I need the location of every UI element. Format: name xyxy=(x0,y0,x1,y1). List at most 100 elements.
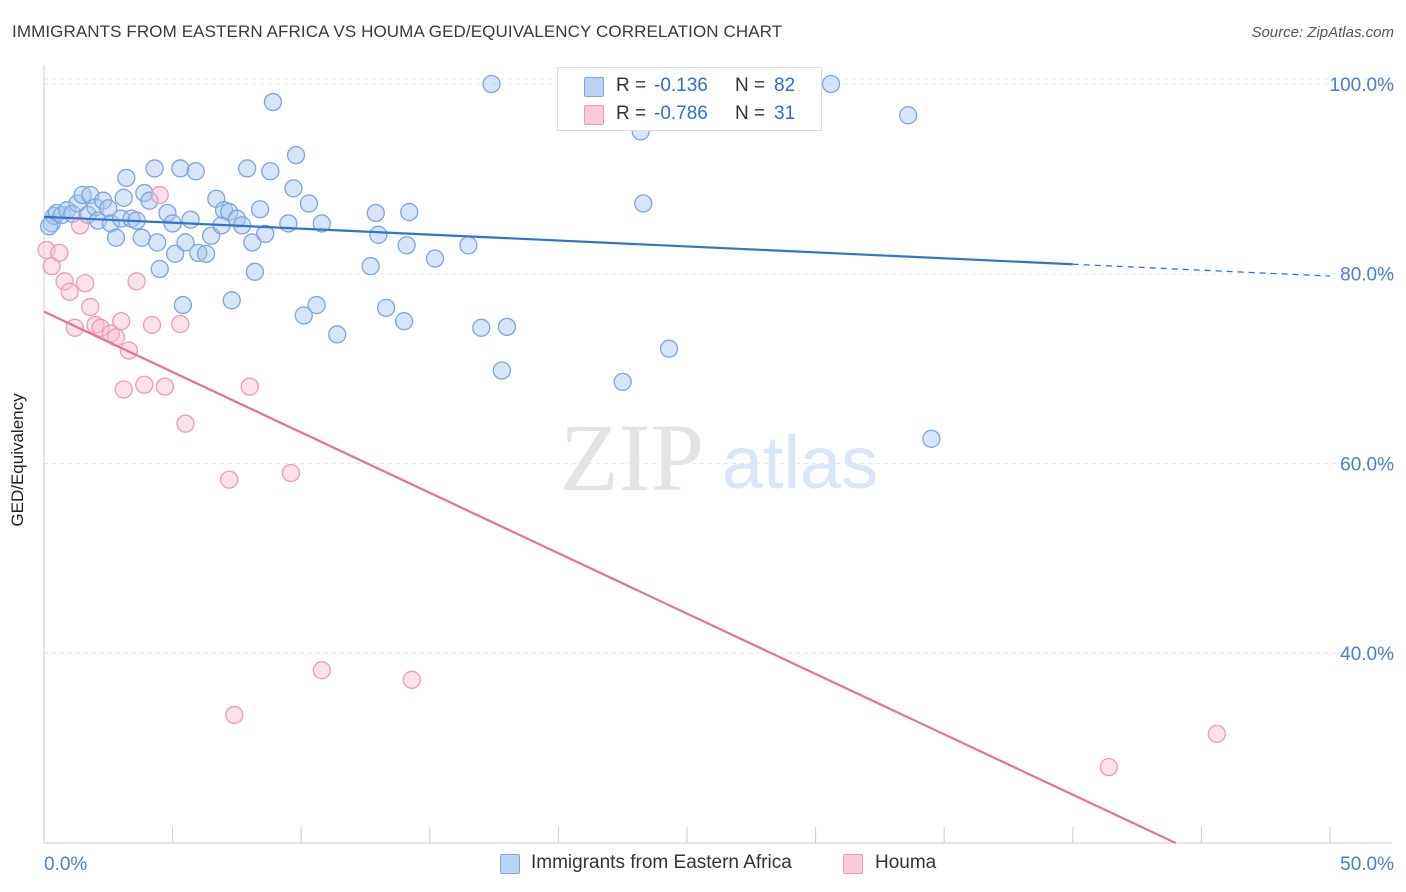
eastern-africa-point xyxy=(361,256,380,276)
legend-n-label: N = xyxy=(735,103,766,124)
houma-point xyxy=(86,315,105,335)
houma-point xyxy=(76,274,95,293)
eastern-africa-point xyxy=(613,372,632,392)
houma-point xyxy=(312,661,331,680)
y-tick-label: 60.0% xyxy=(1340,454,1394,475)
y-tick-label: 40.0% xyxy=(1340,644,1394,665)
stats-legend: R = -0.136 N = 82 R = -0.786 N = 31 xyxy=(557,67,822,131)
houma-point xyxy=(50,243,69,263)
eastern-africa-point xyxy=(299,194,319,213)
houma-point xyxy=(176,414,195,433)
eastern-africa-point xyxy=(492,361,511,380)
houma-point xyxy=(171,314,190,334)
bottom-legend-label: Houma xyxy=(875,852,937,873)
houma-point xyxy=(70,216,90,235)
houma-point xyxy=(155,377,175,396)
eastern-africa-point xyxy=(294,306,313,325)
eastern-africa-trend-line xyxy=(43,215,1073,266)
eastern-africa-point xyxy=(73,185,92,205)
y-tick-label: 100.0% xyxy=(1330,75,1395,96)
eastern-africa-point xyxy=(245,262,265,281)
trend-lines xyxy=(43,215,1331,844)
eastern-africa-point xyxy=(106,228,126,247)
eastern-africa-point xyxy=(328,325,347,344)
eastern-africa-point xyxy=(394,312,414,331)
eastern-africa-point xyxy=(261,162,280,181)
eastern-africa-point xyxy=(114,188,133,207)
bottom-legend-label: Immigrants from Eastern Africa xyxy=(531,852,792,873)
houma-trend-line xyxy=(43,310,1177,844)
eastern-africa-point xyxy=(369,225,388,244)
houma-point xyxy=(1099,757,1118,777)
eastern-africa-point xyxy=(150,259,169,279)
legend-r-value: -0.786 xyxy=(654,103,708,124)
eastern-africa-point xyxy=(39,217,59,236)
houma-point xyxy=(91,318,110,337)
eastern-africa-point xyxy=(659,339,679,358)
chart-title: IMMIGRANTS FROM EASTERN AFRICA VS HOUMA … xyxy=(12,22,783,41)
eastern-africa-point xyxy=(68,194,87,213)
eastern-africa-point xyxy=(821,74,841,94)
legend-n-value: 31 xyxy=(774,103,796,124)
eastern-africa-point xyxy=(366,203,385,223)
legend-r-label: R = xyxy=(616,75,647,96)
legend-swatch-pink xyxy=(584,105,604,125)
houma-point xyxy=(150,185,169,205)
watermark-atlas: atlas xyxy=(722,421,878,504)
houma-point xyxy=(135,375,154,394)
x-tick-label: 50.0% xyxy=(1340,854,1394,875)
eastern-africa-point xyxy=(634,194,653,213)
x-tick-label: 0.0% xyxy=(44,854,87,875)
x-axis xyxy=(43,65,1392,844)
eastern-africa-point xyxy=(181,210,200,229)
eastern-africa-point xyxy=(459,236,478,255)
eastern-africa-point xyxy=(922,429,941,448)
eastern-africa-point xyxy=(112,209,131,228)
eastern-africa-point xyxy=(899,106,918,125)
legend-swatch-blue xyxy=(584,77,604,97)
tick-labels: 40.0% 60.0% 80.0% 100.0% 0.0% 50.0% xyxy=(44,75,1394,875)
eastern-africa-point xyxy=(132,228,151,247)
eastern-africa-point xyxy=(140,191,159,210)
eastern-africa-point xyxy=(482,74,501,94)
eastern-africa-point xyxy=(286,145,306,165)
source-note: Source: ZipAtlas.com xyxy=(1251,24,1394,41)
houma-point xyxy=(114,380,133,399)
houma-point xyxy=(81,297,100,317)
eastern-africa-point xyxy=(176,233,195,252)
eastern-africa-point xyxy=(400,202,419,222)
houma-point xyxy=(240,377,259,396)
watermark-zip: ZIP xyxy=(560,404,704,511)
eastern-africa-point xyxy=(99,199,118,218)
eastern-africa-point xyxy=(497,317,517,337)
eastern-africa-point xyxy=(196,244,216,263)
legend-n-value: 82 xyxy=(774,75,796,96)
eastern-africa-point xyxy=(222,291,241,310)
houma-point xyxy=(281,463,301,483)
eastern-africa-point xyxy=(166,244,185,263)
eastern-africa-point xyxy=(376,298,396,318)
eastern-africa-point xyxy=(148,233,167,252)
eastern-africa-point xyxy=(186,162,205,181)
eastern-africa-point xyxy=(171,159,190,178)
bottom-legend-swatch-blue xyxy=(500,854,520,874)
eastern-africa-point xyxy=(238,159,257,178)
houma-point xyxy=(60,282,79,301)
houma-point xyxy=(225,705,244,725)
eastern-africa-point xyxy=(263,92,283,112)
houma-point xyxy=(1207,724,1226,744)
eastern-africa-point xyxy=(117,168,136,188)
bottom-legend-swatch-pink xyxy=(843,854,863,874)
legend-r-value: -0.136 xyxy=(654,75,708,96)
eastern-africa-point xyxy=(397,236,416,255)
y-tick-label: 80.0% xyxy=(1340,265,1394,286)
houma-point xyxy=(127,272,146,291)
eastern-africa-point xyxy=(189,243,208,263)
houma-point xyxy=(402,670,421,689)
legend-n-label: N = xyxy=(735,75,766,96)
houma-point xyxy=(55,272,74,291)
eastern-africa-point xyxy=(307,295,326,315)
houma-point xyxy=(220,470,239,489)
eastern-africa-point xyxy=(243,233,262,252)
